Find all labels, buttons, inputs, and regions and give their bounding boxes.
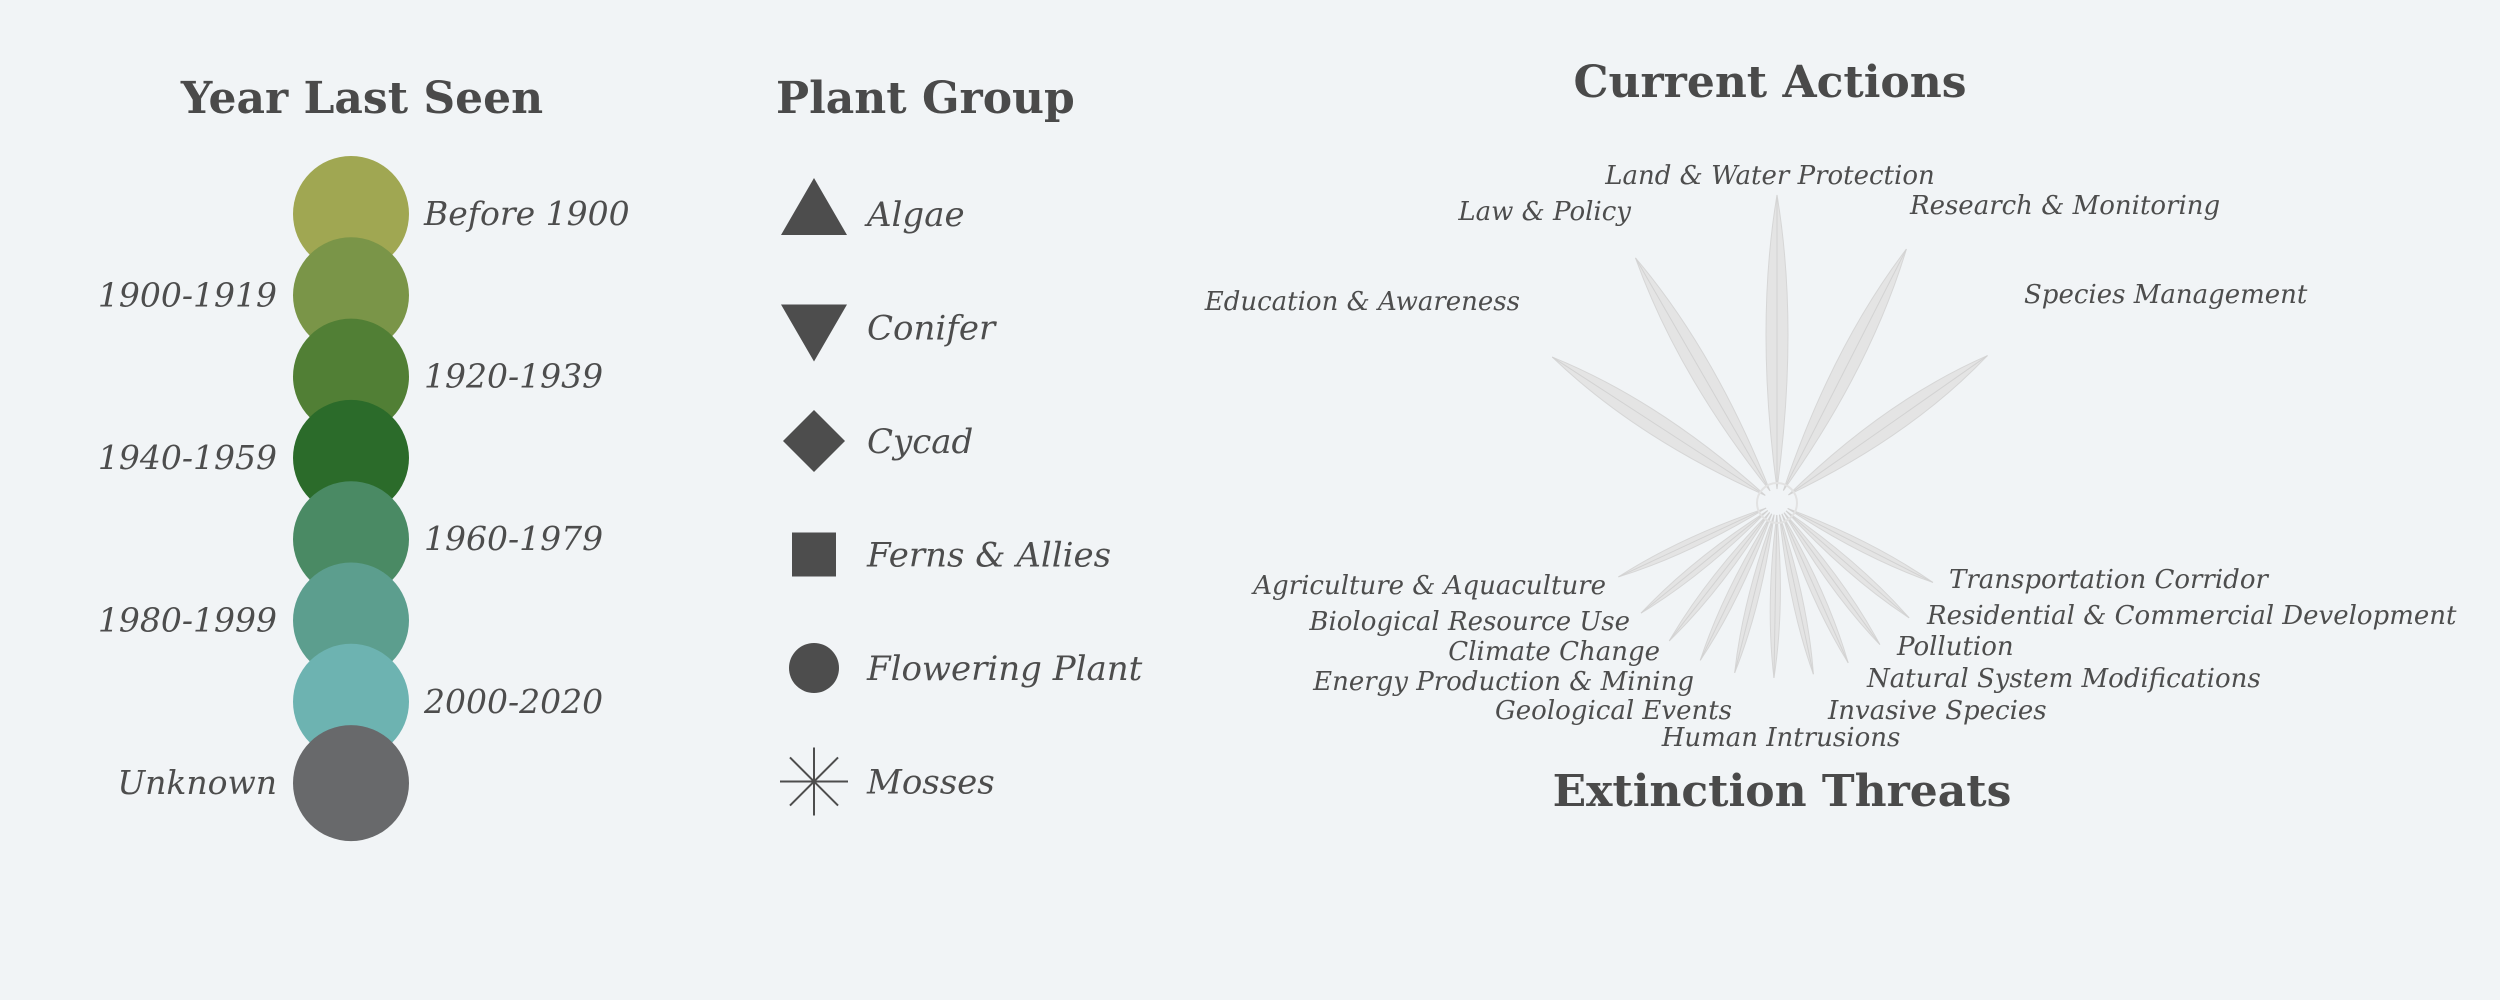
- threat-petal-geological-events: [1734, 514, 1775, 673]
- year-swatch-1920-1939: [293, 318, 409, 435]
- plant-group-label-conifer: Conifer: [867, 309, 997, 349]
- threat-label-agriculture-aquaculture: Agriculture & Aquaculture: [1251, 571, 1606, 601]
- action-petal-education-awareness: [1551, 356, 1766, 496]
- plant-group-label-ferns-allies: Ferns & Allies: [866, 536, 1111, 576]
- threat-label-invasive-species: Invasive Species: [1827, 696, 2047, 726]
- extinction-threats-title: Extinction Threats: [1553, 766, 2012, 817]
- threat-label-pollution: Pollution: [1896, 632, 2014, 662]
- action-petal-land-water-protection: [1765, 194, 1789, 490]
- threat-label-human-intrusions: Human Intrusions: [1661, 723, 1901, 753]
- year-legend: Year Last Seen Before 1900 1900-1919 1920-…: [98, 73, 630, 842]
- threat-petal-agriculture-aquaculture: [1618, 507, 1767, 578]
- square-icon: [792, 532, 836, 577]
- threat-label-energy-production-mining: Energy Production & Mining: [1312, 667, 1694, 697]
- action-label-land-water-protection: Land & Water Protection: [1604, 161, 1934, 191]
- plant-group-label-flowering-plant: Flowering Plant: [866, 649, 1143, 689]
- threat-petal-invasive-species: [1778, 514, 1814, 675]
- triangle-up-icon: [781, 178, 847, 235]
- threat-petal-natural-system-modifications: [1781, 513, 1849, 664]
- plant-group-legend: Plant Group Algae Conifer Cycad Ferns & All…: [776, 73, 1143, 816]
- year-legend-items: Before 1900 1900-1919 1920-1939 1940-1959 19…: [98, 156, 630, 842]
- year-swatch-before-1900: [293, 156, 409, 272]
- action-label-law-policy: Law & Policy: [1457, 197, 1631, 227]
- year-swatch-2000-2020: [293, 643, 409, 760]
- year-legend-title: Year Last Seen: [180, 73, 543, 124]
- year-label-1980-1999: 1980-1999: [98, 601, 277, 640]
- plant-group-label-cycad: Cycad: [867, 422, 973, 462]
- asterisk-icon: [780, 747, 848, 816]
- threat-petal-biological-resource-use: [1640, 510, 1769, 614]
- year-label-1920-1939: 1920-1939: [424, 357, 603, 396]
- threat-petal-residential-commercial-development: [1785, 510, 1910, 619]
- action-label-education-awareness: Education & Awareness: [1204, 287, 1520, 317]
- year-swatch-1960-1979: [293, 481, 409, 598]
- threat-petal-human-intrusions: [1769, 514, 1781, 679]
- action-label-species-management: Species Management: [2024, 280, 2308, 310]
- diagram-center: [1756, 482, 1798, 524]
- threat-petal-pollution: [1783, 512, 1881, 645]
- year-label-unknown: Unknown: [117, 763, 277, 802]
- threat-label-climate-change: Climate Change: [1448, 637, 1660, 667]
- year-label-before-1900: Before 1900: [423, 194, 630, 233]
- plant-group-items: Algae Conifer Cycad Ferns & Allies Flowering…: [780, 178, 1143, 816]
- threat-label-natural-system-modifications: Natural System Modifications: [1866, 664, 2261, 694]
- plant-group-label-algae: Algae: [864, 195, 965, 235]
- actions-threats-diagram: Current Actions Extinction Threats Educa…: [1204, 57, 2457, 817]
- threat-labels: Agriculture & Aquaculture Biological Reso…: [1251, 565, 2457, 753]
- action-petal-species-management: [1788, 355, 1988, 496]
- action-label-research-monitoring: Research & Monitoring: [1909, 191, 2220, 221]
- year-label-1940-1959: 1940-1959: [98, 438, 277, 477]
- plant-group-title: Plant Group: [776, 73, 1075, 124]
- year-swatch-1900-1919: [293, 237, 409, 354]
- year-swatch-1980-1999: [293, 562, 409, 679]
- threat-label-residential-commercial-development: Residential & Commercial Development: [1926, 601, 2457, 631]
- year-label-1960-1979: 1960-1979: [424, 519, 603, 558]
- action-petal-research-monitoring: [1782, 248, 1907, 491]
- current-actions-title: Current Actions: [1573, 57, 1966, 108]
- year-swatch-unknown: [293, 725, 409, 842]
- threat-label-transportation-corridor: Transportation Corridor: [1949, 565, 2269, 595]
- year-label-2000-2020: 2000-2020: [423, 682, 603, 721]
- threat-label-biological-resource-use: Biological Resource Use: [1308, 607, 1630, 637]
- year-label-1900-1919: 1900-1919: [98, 275, 277, 314]
- threat-petal-energy-production-mining: [1699, 513, 1773, 661]
- action-petal-law-policy: [1635, 257, 1771, 492]
- threat-petal-climate-change: [1668, 512, 1771, 642]
- diamond-icon: [783, 410, 845, 472]
- threat-label-geological-events: Geological Events: [1495, 696, 1732, 726]
- plant-group-label-mosses: Mosses: [866, 763, 995, 803]
- year-swatch-1940-1959: [293, 399, 409, 516]
- petals: [1551, 194, 1988, 679]
- action-labels: Education & Awareness Law & Policy Land & …: [1204, 161, 2308, 317]
- circle-icon: [789, 643, 839, 693]
- triangle-down-icon: [781, 304, 847, 362]
- threat-petal-transportation-corridor: [1787, 507, 1934, 583]
